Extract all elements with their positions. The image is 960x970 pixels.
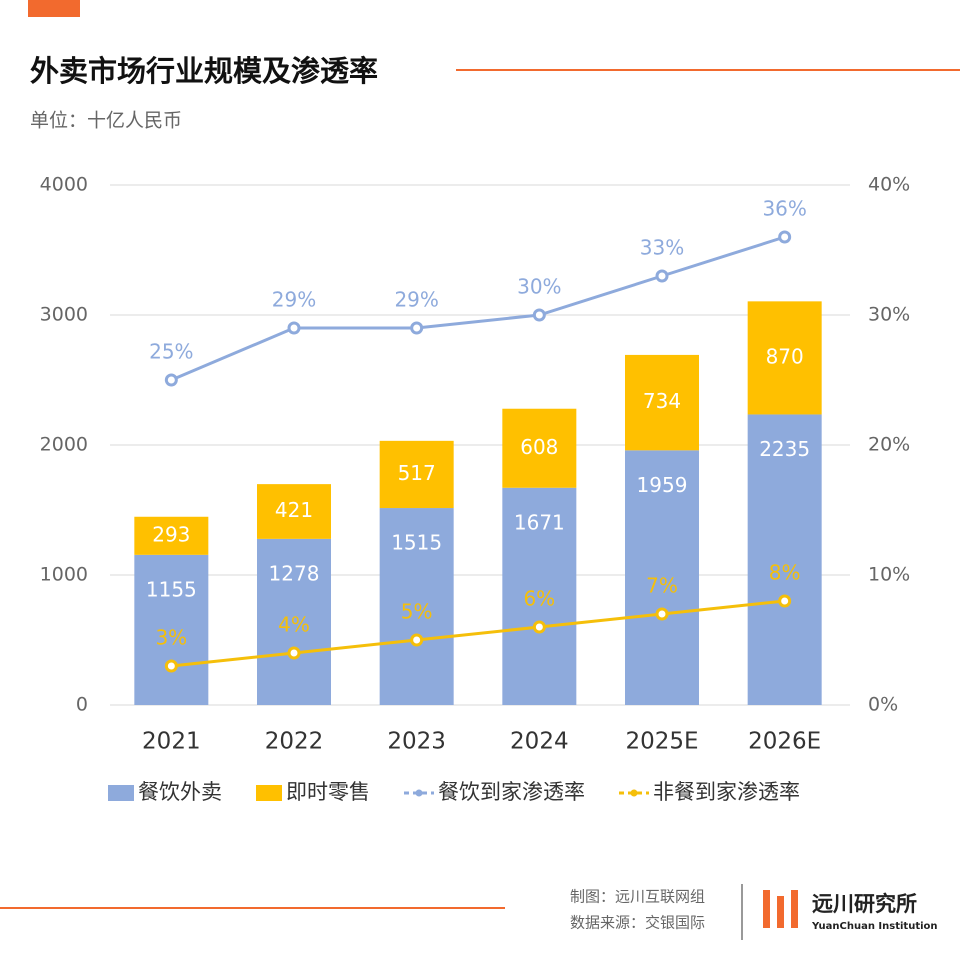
bar-segment: [257, 484, 331, 539]
bar-segment: [625, 354, 699, 451]
bar-label: 2235: [759, 437, 810, 461]
y-tick-label: 3000: [40, 304, 88, 326]
line-label: 6%: [523, 587, 555, 611]
line-point: [164, 373, 178, 387]
brand: 远川研究所: [812, 892, 917, 916]
line: [170, 235, 786, 382]
bar-label: 1515: [391, 531, 442, 555]
legend-label: 餐饮到家渗透率: [438, 780, 585, 804]
line-point: [287, 321, 301, 335]
bar-label: 1278: [269, 561, 320, 585]
legend-swatch: [630, 789, 638, 797]
bar-label: 421: [275, 498, 313, 522]
x-tick-label: 2021: [142, 729, 201, 755]
y-tick-label: 1000: [40, 564, 88, 586]
bar-segment: [502, 487, 577, 705]
line-point: [655, 607, 669, 621]
y2-tick-label: 20%: [868, 434, 910, 456]
y2-tick-label: 10%: [868, 564, 910, 586]
line-point: [164, 659, 178, 673]
y2-tick-label: 30%: [868, 304, 910, 326]
bar-label: 1959: [637, 473, 688, 497]
logo-bar: [791, 890, 798, 928]
y2-tick-label: 40%: [868, 174, 910, 196]
bar-segment: [257, 538, 331, 705]
x-tick-label: 2026E: [748, 729, 821, 755]
bar-segment: [747, 301, 822, 415]
bar-segment: [379, 440, 454, 509]
bar-segment: [625, 450, 699, 705]
bar-segment: [134, 516, 209, 555]
y-tick-label: 0: [76, 694, 88, 716]
y2-tick-label: 0%: [868, 694, 898, 716]
line-label: 29%: [394, 288, 438, 312]
line-label: 3%: [155, 626, 187, 650]
bar-segment: [747, 414, 822, 705]
bar-label: 608: [520, 435, 558, 459]
line-point: [410, 321, 424, 335]
line-point: [287, 646, 301, 660]
x-tick-label: 2022: [265, 729, 324, 755]
bar-label: 293: [152, 522, 190, 546]
line-point: [532, 620, 546, 634]
line: [171, 599, 785, 668]
line-label: 33%: [640, 236, 684, 260]
logo-mark: [763, 890, 798, 928]
line-point: [410, 633, 424, 647]
legend-label: 餐饮外卖: [138, 780, 222, 804]
line-label: 5%: [401, 600, 433, 624]
bar-label: 517: [398, 461, 436, 485]
line-label: 36%: [762, 197, 806, 221]
credit: 制图：远川互联网组: [570, 888, 705, 906]
bar-label: 1671: [514, 510, 565, 534]
bar-segment: [379, 508, 454, 705]
logo-bar: [763, 890, 770, 928]
line-label: 30%: [517, 275, 561, 299]
bar-label: 734: [643, 389, 681, 413]
brand-en: YuanChuan Institution: [811, 921, 938, 932]
chart-title: 外卖市场行业规模及渗透率: [30, 54, 378, 88]
logo-bar: [777, 896, 784, 928]
bar-segment: [134, 554, 209, 705]
bar-segment: [502, 408, 577, 488]
line-point: [778, 594, 792, 608]
legend-swatch: [108, 785, 134, 801]
line-label: 25%: [149, 340, 193, 364]
x-tick-label: 2023: [387, 729, 446, 755]
source: 数据来源：交银国际: [570, 914, 705, 932]
accent-block: [28, 0, 80, 17]
line-label: 4%: [278, 613, 310, 637]
legend-swatch: [256, 785, 282, 801]
y-tick-label: 2000: [40, 434, 88, 456]
line-point: [532, 308, 546, 322]
x-tick-label: 2024: [510, 729, 569, 755]
bar-label: 870: [766, 344, 804, 368]
line-point: [778, 230, 792, 244]
line-label: 7%: [646, 574, 678, 598]
bar-label: 1155: [146, 577, 197, 601]
line-label: 8%: [769, 561, 801, 585]
legend-label: 即时零售: [286, 780, 370, 804]
legend-swatch: [415, 789, 423, 797]
y-tick-label: 4000: [40, 174, 88, 196]
chart-subtitle: 单位：十亿人民币: [30, 110, 182, 132]
x-tick-label: 2025E: [625, 729, 698, 755]
line-point: [655, 269, 669, 283]
legend-label: 非餐到家渗透率: [653, 780, 800, 804]
line-label: 29%: [272, 288, 316, 312]
